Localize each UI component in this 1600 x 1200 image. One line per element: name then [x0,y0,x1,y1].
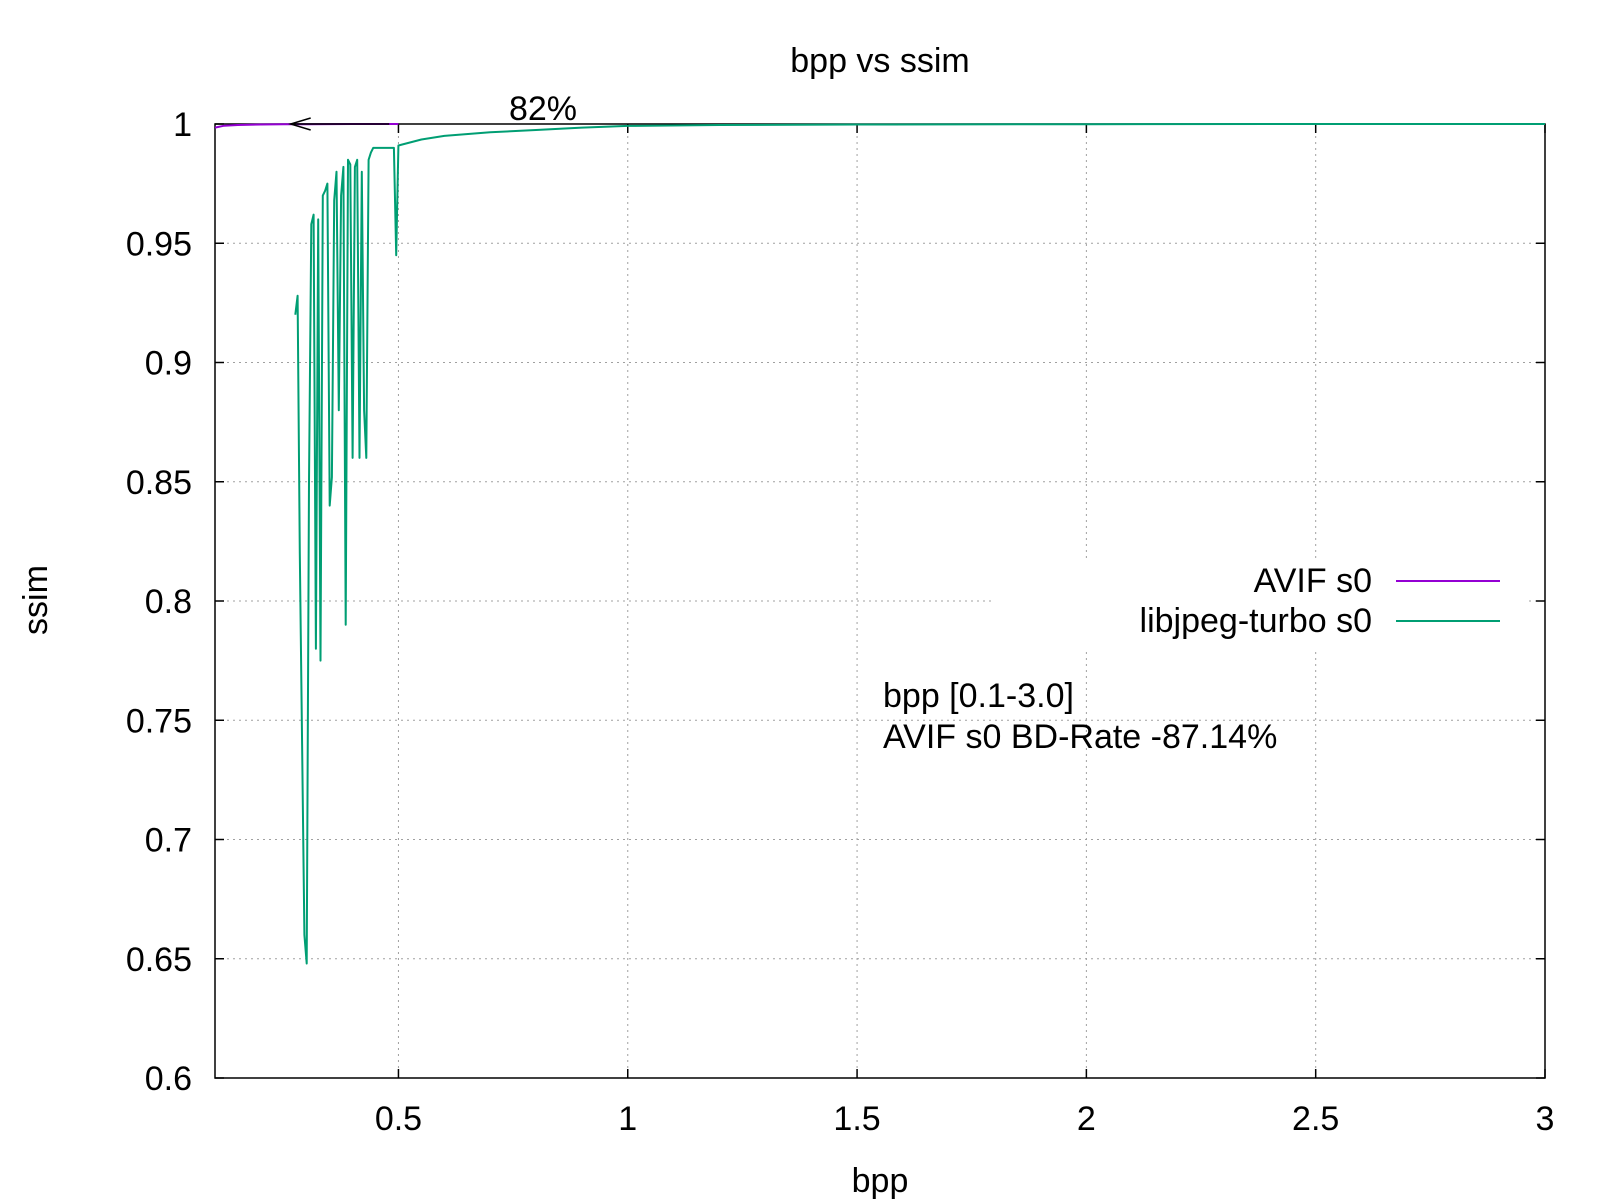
x-tick-label: 1 [618,1100,637,1138]
x-tick-label: 3 [1536,1100,1555,1138]
series-line-1 [294,123,1545,965]
legend-label-libjpeg: libjpeg-turbo s0 [1140,602,1372,640]
y-tick-labels: 0.6 0.65 0.7 0.75 0.8 0.85 0.9 0.95 1 [126,106,192,1098]
y-tick-label: 0.95 [126,225,192,263]
x-tick-label: 2 [1077,1100,1096,1138]
bd-rate-range: bpp [0.1-3.0] [883,677,1074,715]
x-tick-labels: 0.5 1 1.5 2 2.5 3 [375,1100,1555,1138]
arrow-head [288,117,311,131]
y-tick-label: 0.65 [126,941,192,979]
x-tick-label: 1.5 [833,1100,880,1138]
x-tick-label: 0.5 [375,1100,422,1138]
legend: AVIF s0 libjpeg-turbo s0 [1140,562,1500,640]
series-lines [214,123,1545,965]
chart-title: bpp vs ssim [790,42,970,80]
y-tick-label: 0.75 [126,702,192,740]
y-tick-label: 0.7 [145,822,192,860]
legend-label-avif: AVIF s0 [1254,562,1372,600]
x-tick-label: 2.5 [1292,1100,1339,1138]
axis-ticks [215,123,1546,1079]
y-tick-label: 0.85 [126,464,192,502]
y-tick-label: 0.6 [145,1060,192,1098]
legend-box [995,560,1525,648]
x-axis-label: bpp [852,1162,909,1200]
y-tick-label: 0.8 [145,583,192,621]
y-axis-label: ssim [17,565,55,635]
annotation-arrow [288,117,390,131]
annotation-82-percent: 82% [509,90,577,128]
bd-rate-value: AVIF s0 BD-Rate -87.14% [883,718,1277,756]
y-tick-label: 0.9 [145,345,192,383]
y-tick-label: 1 [173,106,192,144]
